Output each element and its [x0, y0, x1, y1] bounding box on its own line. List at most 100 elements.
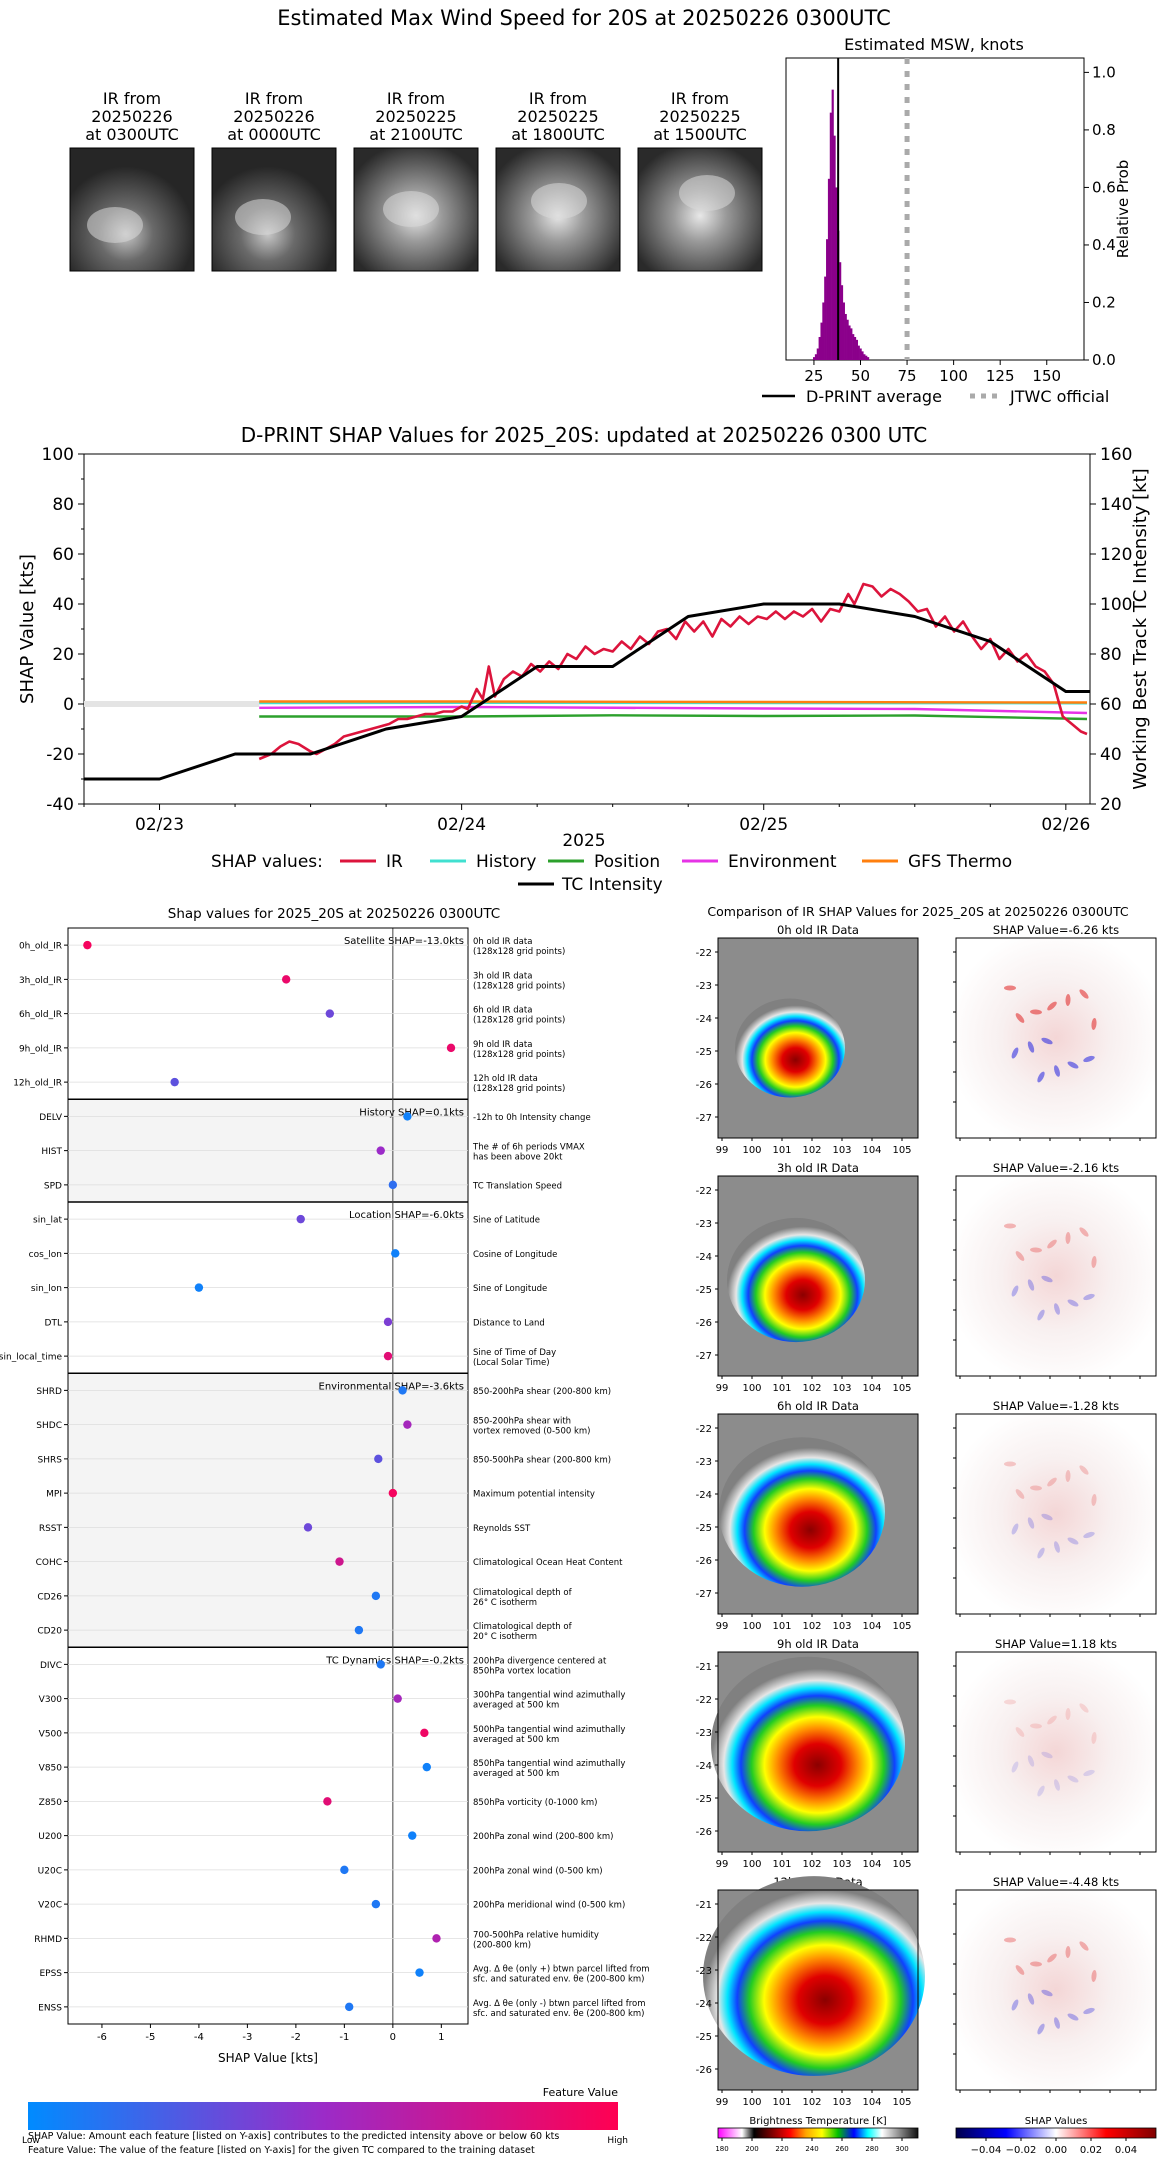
fs-feature-name: sin_lat	[33, 1216, 62, 1226]
cmp-shap-blob	[1041, 1513, 1053, 1521]
cmp-ir-x-tick-label: 103	[832, 1145, 851, 1156]
msw-bar	[867, 357, 870, 360]
fs-feature-desc1: 850-200hPa shear with	[473, 1417, 571, 1427]
fs-shap-point	[340, 1865, 349, 1875]
fs-group-background	[68, 1373, 468, 1648]
cmp-shap-blob	[1041, 1037, 1053, 1045]
fs-feature-name: 9h_old_IR	[19, 1044, 62, 1054]
footnote-feature-value: Feature Value: The value of the feature …	[28, 2145, 535, 2156]
fs-feature-desc1: 12h old IR data	[473, 1074, 538, 1084]
cmp-shap-blob	[1091, 1494, 1097, 1506]
cmp-ir-frame	[717, 937, 919, 1139]
ts-legend-title: SHAP values:	[211, 852, 323, 872]
msw-bar	[850, 328, 853, 360]
fs-feature-desc1: Climatological Ocean Heat Content	[473, 1558, 623, 1568]
msw-bar	[833, 135, 836, 360]
thumb-cloud-mass	[679, 175, 735, 211]
cmp-shap-blob	[1091, 1256, 1097, 1268]
fs-feature-desc1: Distance to Land	[473, 1318, 545, 1328]
msw-bar	[853, 336, 857, 360]
cmp-ir-x-tick-label: 102	[802, 1621, 821, 1632]
fs-feature-name: U200	[38, 1832, 62, 1842]
cmp-ir-x-tick-label: 101	[772, 1145, 791, 1156]
fs-feature-name: V300	[39, 1695, 63, 1705]
fs-group-label: Location SHAP=-6.0kts	[349, 1210, 464, 1221]
cmp-shap-blob	[1054, 1541, 1060, 1553]
msw-x-tick-label: 75	[898, 367, 917, 385]
cmp-ir-y-tick-label: -22	[696, 1424, 712, 1435]
fs-feature-desc2: (128x128 grid points)	[473, 1016, 565, 1026]
cmp-shap-blob	[1015, 1727, 1025, 1737]
msw-bar	[827, 178, 831, 360]
cmp-shap-blob	[1083, 1055, 1095, 1063]
msw-bar	[818, 336, 821, 360]
msw-bar	[863, 354, 866, 360]
cmp-shap-blob	[1030, 1961, 1042, 1967]
fs-group-backgrounds: Satellite SHAP=-13.0kts History SHAP=0.1k…	[68, 928, 468, 2024]
fs-feature-desc1: 0h old IR data	[473, 937, 532, 947]
ts-x-tick-label: 02/25	[739, 815, 788, 835]
cmp-ir-x-tick-label: 103	[832, 1859, 851, 1870]
msw-bar	[816, 348, 819, 360]
cmp-shap-blob	[1047, 1953, 1057, 1963]
msw-bar	[813, 357, 816, 360]
msw-bar	[857, 345, 860, 360]
fs-feature-name: SPD	[44, 1181, 62, 1191]
fs-shap-point	[170, 1077, 179, 1087]
shap-colorbar-ticks: −0.04 −0.02 0.00 0.02 0.04	[971, 2138, 1137, 2156]
ts-ticks: -40 -20 0 20 40 60 80 100 20 40 60 80 100 120 140 160 02…	[42, 445, 1133, 835]
cmp-ir-storm	[711, 1656, 905, 1832]
msw-bar	[842, 302, 845, 360]
cmp-shap-blob	[1054, 1065, 1060, 1077]
fs-feature-desc2: averaged at 500 km	[473, 1769, 559, 1779]
fs-shap-point	[376, 1660, 385, 1669]
ts-y2-label: Working Best Track TC Intensity [kt]	[1130, 468, 1151, 789]
cmp-shap-blob	[1015, 1489, 1025, 1499]
ts-legend-label: GFS Thermo	[908, 852, 1012, 872]
msw-bar	[822, 302, 825, 360]
fs-feature-desc1: 6h old IR data	[473, 1006, 532, 1016]
fs-feature-rows: 0h_old_IR 0h old IR data (128x128 grid poi…	[0, 937, 650, 2019]
fs-feature-name: HIST	[41, 1147, 62, 1157]
ts-y2-tick-label: 100	[1100, 595, 1132, 615]
cmp-ir-x-tick-label: 102	[802, 1383, 821, 1394]
thumb-line3: at 1800UTC	[511, 125, 605, 144]
cmp-shap-blob	[1037, 1309, 1045, 1321]
fs-feature-desc1: 3h old IR data	[473, 971, 532, 981]
thumb-line1: IR from	[103, 89, 161, 108]
msw-bar	[829, 112, 832, 361]
ts-x-tick-label: 02/23	[135, 815, 184, 835]
fs-feature-desc1: TC Translation Speed	[472, 1181, 562, 1191]
fs-shap-point	[398, 1386, 407, 1395]
fs-feature-desc2: 850hPa vortex location	[473, 1666, 571, 1676]
bt-colorbar-ticks: 180 200 220 240 260 280 300	[715, 2138, 909, 2153]
fs-shap-point	[388, 1488, 398, 1498]
ts-y-tick-label: 40	[52, 595, 74, 615]
fs-shap-point	[296, 1214, 305, 1224]
fs-feature-name: 3h_old_IR	[19, 976, 62, 986]
cmp-shap-blob	[1047, 1001, 1057, 1011]
cmp-shap-blob	[1047, 1477, 1057, 1487]
cmp-ir-storm	[703, 1876, 925, 2076]
cmp-shap-blob	[1054, 1303, 1060, 1315]
fs-feature-name: RSST	[39, 1524, 63, 1534]
fs-feature-name: ENSS	[38, 2003, 62, 2013]
msw-y-ticks: 0.0 0.2 0.4 0.6 0.8 1.0	[1084, 63, 1116, 369]
fs-feature-name: EPSS	[39, 1969, 62, 1979]
cmp-shap-blob	[1079, 1227, 1089, 1237]
cmp-shap-blob	[1065, 1232, 1071, 1244]
cmp-shap-blob	[1047, 1715, 1057, 1725]
cmp-shap-blob	[1067, 1537, 1079, 1545]
cmp-ir-x-tick-label: 103	[832, 2097, 851, 2108]
fs-feature-name: V20C	[38, 1901, 62, 1911]
cmp-shap-blob	[1037, 1071, 1045, 1083]
cmp-ir-x-tick-label: 102	[802, 1859, 821, 1870]
bt-colorbar-title: Brightness Temperature [K]	[749, 2116, 886, 2127]
fs-title: Shap values for 2025_20S at 20250226 030…	[168, 906, 500, 922]
fs-feature-desc1: Cosine of Longitude	[473, 1250, 557, 1260]
fs-feature-name: 0h_old_IR	[19, 942, 62, 952]
thumb-line2: 20250226	[233, 107, 314, 126]
fs-feature-desc1: Sine of Latitude	[473, 1216, 540, 1226]
fs-feature-desc1: 9h old IR data	[473, 1040, 532, 1050]
ts-series-line-position	[259, 714, 1088, 721]
